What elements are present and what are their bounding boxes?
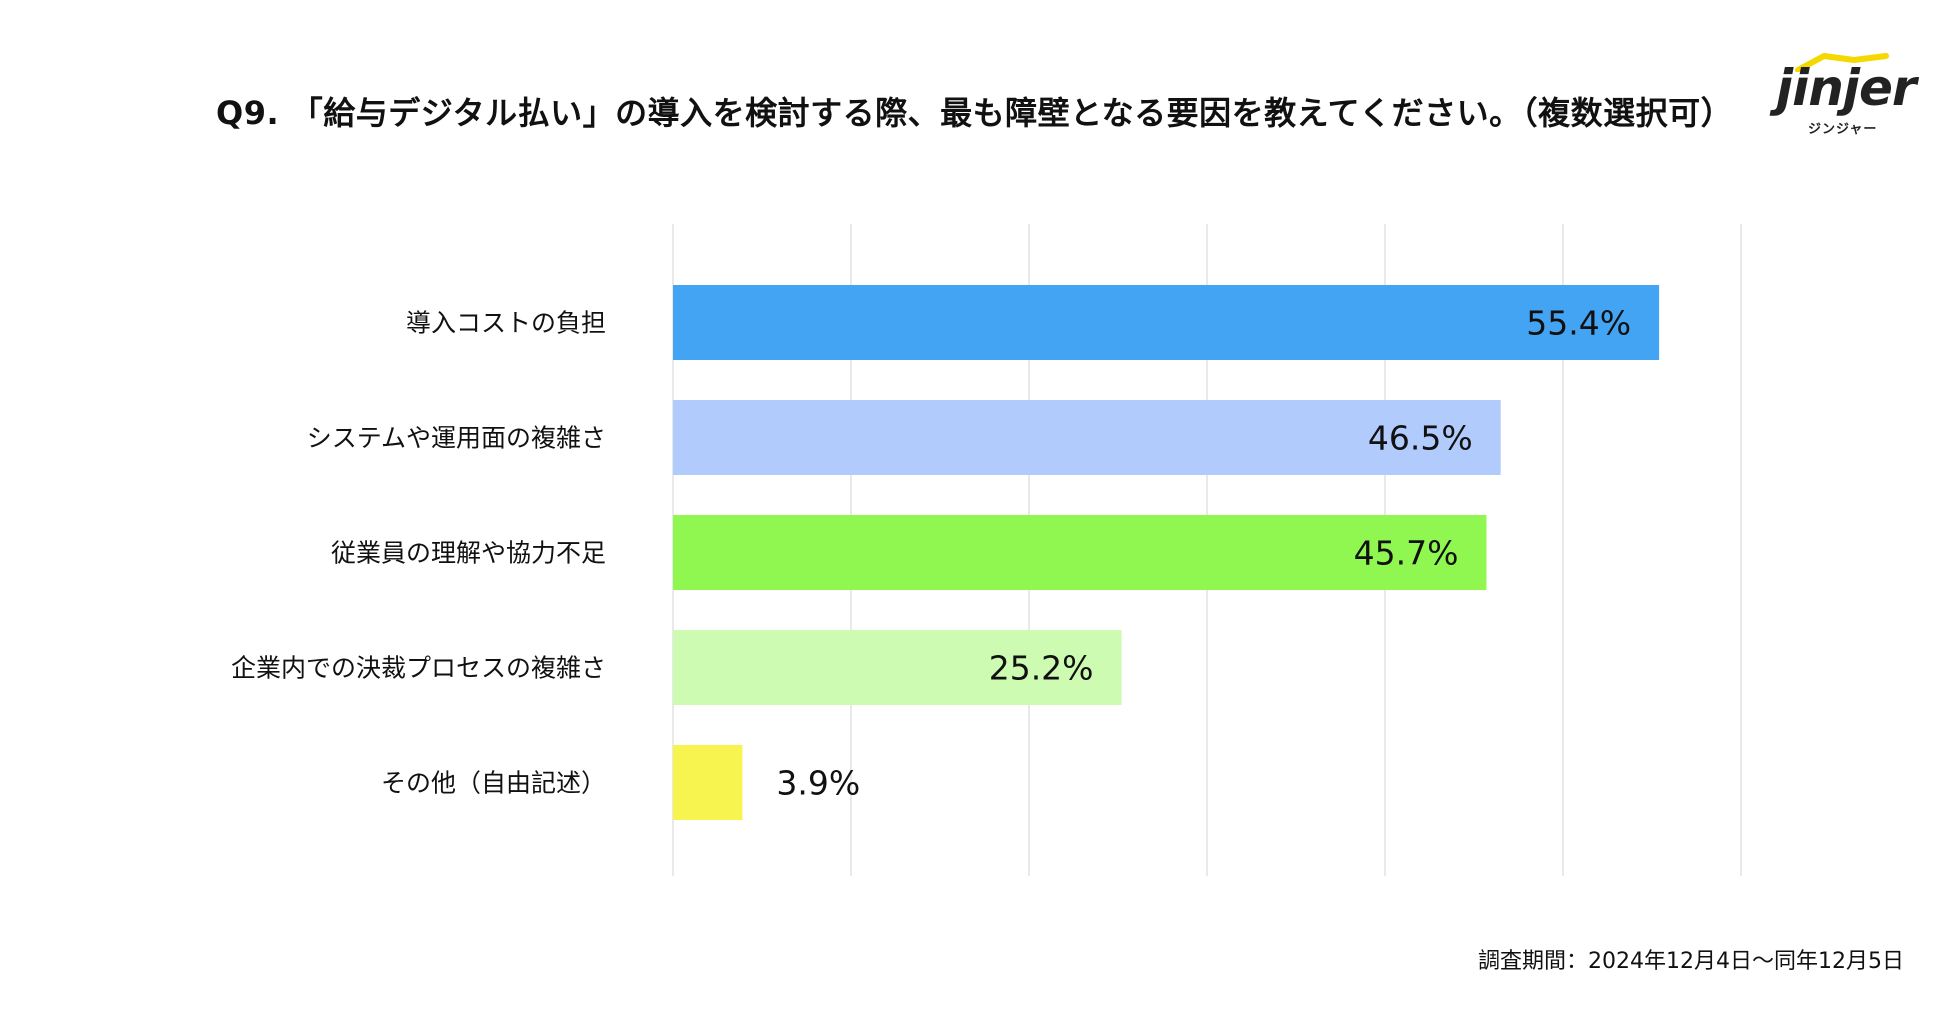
category-labels: 導入コストの負担システムや運用面の複雑さ従業員の理解や協力不足企業内での決裁プロ… [231, 309, 606, 798]
category-label-1: システムや運用面の複雑さ [307, 424, 606, 453]
value-label-3: 25.2% [989, 649, 1094, 688]
value-label-4: 3.9% [776, 764, 860, 803]
value-label-1: 46.5% [1368, 419, 1473, 458]
category-label-3: 企業内での決裁プロセスの複雑さ [231, 654, 606, 683]
survey-period: 調査期間：2024年12月4日〜同年12月5日 [1478, 949, 1904, 974]
value-labels: 55.4% 46.5% 45.7% 25.2% 3.9% [776, 304, 1631, 803]
value-label-0: 55.4% [1526, 304, 1631, 343]
category-label-2: 従業員の理解や協力不足 [331, 539, 606, 568]
chart-title: Q9. 「給与デジタル払い」の導入を検討する際、最も障壁となる要因を教えてくださ… [216, 94, 1734, 132]
logo-subtitle: ジンジャー [1808, 122, 1878, 137]
bars [673, 285, 1660, 820]
bar-2 [673, 515, 1487, 590]
category-label-4: その他（自由記述） [381, 769, 606, 798]
category-label-0: 導入コストの負担 [406, 309, 606, 338]
jinjer-logo: jinjer ジンジャー [1774, 52, 1917, 138]
bar-4 [673, 745, 743, 820]
bar-3 [673, 630, 1122, 705]
bar-1 [673, 400, 1501, 475]
bar-0 [673, 285, 1660, 360]
logo-wordmark: jinjer [1776, 59, 1917, 117]
logo-roof-icon [1795, 53, 1889, 72]
value-label-2: 45.7% [1354, 534, 1459, 573]
